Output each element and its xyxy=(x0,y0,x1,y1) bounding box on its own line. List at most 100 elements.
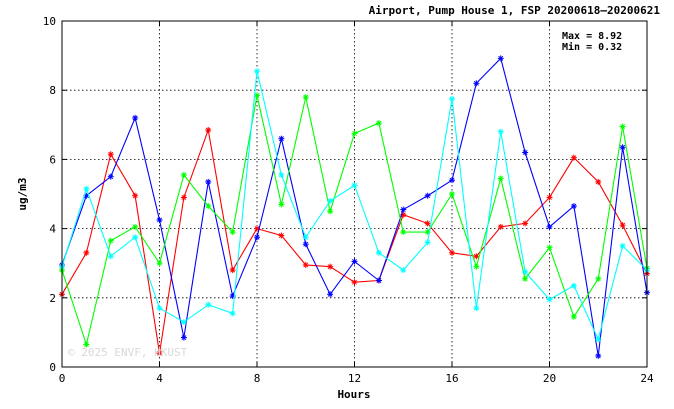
data-point xyxy=(132,223,139,230)
marker-stroke xyxy=(522,220,528,226)
data-point xyxy=(449,191,455,197)
marker-stroke xyxy=(181,195,187,200)
data-point xyxy=(375,120,382,127)
data-point xyxy=(205,301,212,308)
marker-stroke xyxy=(522,276,528,282)
marker-stroke xyxy=(449,191,455,197)
data-point xyxy=(302,261,309,268)
data-point xyxy=(132,114,139,121)
marker-stroke xyxy=(571,283,577,289)
marker-stroke xyxy=(205,127,211,133)
data-point xyxy=(595,178,602,185)
y-tick-label: 6 xyxy=(49,153,56,166)
marker-stroke xyxy=(522,150,528,155)
marker-stroke xyxy=(205,302,211,308)
marker-stroke xyxy=(547,297,552,302)
data-point xyxy=(570,313,577,320)
marker-stroke xyxy=(425,193,431,199)
marker-stroke xyxy=(449,250,455,256)
data-point xyxy=(205,126,212,133)
marker-stroke xyxy=(303,241,309,247)
marker-stroke xyxy=(132,234,138,240)
series-1 xyxy=(59,126,650,357)
data-point xyxy=(449,249,455,256)
marker-stroke xyxy=(425,229,431,235)
marker-stroke xyxy=(595,179,601,185)
marker-stroke xyxy=(376,278,382,283)
marker-stroke xyxy=(181,172,187,178)
data-point xyxy=(400,206,407,213)
marker-stroke xyxy=(620,144,626,150)
data-point xyxy=(619,123,626,130)
data-point xyxy=(619,242,626,249)
data-point xyxy=(424,220,431,227)
data-point xyxy=(229,310,236,317)
marker-stroke xyxy=(473,80,479,86)
data-point xyxy=(156,260,163,267)
data-point xyxy=(473,263,480,270)
data-point xyxy=(619,144,626,151)
marker-stroke xyxy=(181,319,187,325)
data-point xyxy=(351,258,358,265)
marker-stroke xyxy=(108,238,114,244)
marker-stroke xyxy=(400,267,406,273)
marker-stroke xyxy=(327,264,333,270)
marker-stroke xyxy=(498,129,504,135)
data-point xyxy=(473,305,480,312)
series-3 xyxy=(59,92,650,348)
marker-stroke xyxy=(108,174,114,180)
marker-stroke xyxy=(498,175,504,181)
data-point xyxy=(302,94,309,101)
chart-title: Airport, Pump House 1, FSP 20200618–2020… xyxy=(369,4,661,17)
data-point xyxy=(546,223,553,230)
marker-stroke xyxy=(352,130,357,136)
data-point xyxy=(497,223,504,230)
marker-stroke xyxy=(230,310,236,316)
data-point xyxy=(595,336,602,343)
data-point xyxy=(351,279,358,286)
grid xyxy=(62,21,647,367)
marker-stroke xyxy=(352,182,357,188)
data-point xyxy=(570,154,577,161)
marker-stroke xyxy=(376,120,382,126)
data-point xyxy=(327,263,334,270)
data-point xyxy=(546,244,553,251)
marker-stroke xyxy=(352,259,357,264)
marker-stroke xyxy=(108,151,114,157)
data-point xyxy=(595,275,602,282)
data-point xyxy=(107,173,114,180)
data-point xyxy=(107,253,114,260)
data-point xyxy=(497,175,504,182)
marker-stroke xyxy=(230,229,236,235)
data-point xyxy=(400,229,407,236)
marker-stroke xyxy=(157,217,162,223)
x-tick-label: 20 xyxy=(543,372,556,385)
marker-stroke xyxy=(83,186,89,192)
y-tick-label: 0 xyxy=(49,361,56,374)
marker-stroke xyxy=(595,336,601,342)
data-point xyxy=(327,208,334,215)
marker-stroke xyxy=(449,177,455,183)
marker-stroke xyxy=(400,229,406,235)
marker-stroke xyxy=(303,94,309,100)
marker-stroke xyxy=(303,234,309,240)
marker-stroke xyxy=(352,279,357,285)
data-point xyxy=(229,229,236,236)
x-tick-label: 8 xyxy=(254,372,261,385)
marker-stroke xyxy=(254,234,260,240)
series-2 xyxy=(59,55,650,359)
marker-stroke xyxy=(303,262,309,268)
x-tick-label: 24 xyxy=(640,372,654,385)
data-point xyxy=(522,275,529,282)
data-point xyxy=(254,92,260,99)
marker-stroke xyxy=(254,92,260,98)
data-point xyxy=(180,319,187,326)
data-point xyxy=(497,55,504,62)
data-point xyxy=(180,194,187,201)
data-point xyxy=(449,177,455,184)
marker-stroke xyxy=(254,68,260,74)
data-point xyxy=(375,249,382,256)
marker-stroke xyxy=(327,291,333,297)
marker-stroke xyxy=(327,198,333,204)
